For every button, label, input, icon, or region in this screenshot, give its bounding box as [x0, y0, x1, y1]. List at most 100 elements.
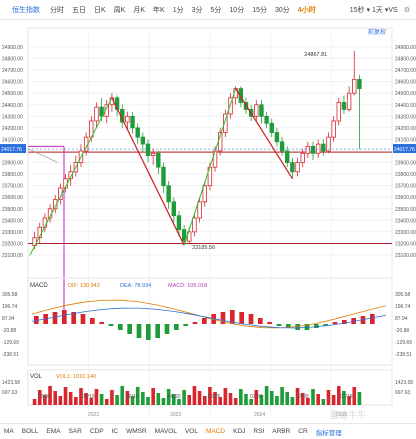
interval-tab[interactable]: 周K: [113, 6, 126, 14]
interval-tab[interactable]: 10分: [229, 6, 245, 14]
y-tick-left: 24400.00: [2, 103, 23, 109]
volume-bar: [74, 397, 78, 405]
volume-bar: [32, 399, 37, 405]
candle-body: [300, 152, 305, 163]
candle-body: [140, 136, 146, 145]
indicator-tab[interactable]: KDJ: [233, 428, 246, 435]
candle-body: [310, 145, 316, 154]
volume-bar: [233, 398, 238, 405]
y-tick-right: 24900.00: [395, 45, 416, 51]
indicator-tab[interactable]: SAR: [68, 428, 82, 435]
volume-bar: [275, 396, 279, 405]
kline-chart-svg[interactable]: 24900.00 24900.00 24800.00 24800.00 24700.00…: [0, 20, 416, 420]
restore-dropdown[interactable]: 前复权: [368, 28, 386, 36]
volume-bar: [177, 399, 181, 405]
macd-y-tick-right: -238.51: [395, 352, 412, 358]
index-name[interactable]: 恒生指数: [12, 6, 40, 14]
y-tick-left: 24200.00: [2, 126, 23, 132]
macd-histogram-bar: [192, 322, 198, 324]
volume-bar: [182, 390, 186, 405]
indicator-tab[interactable]: MACD: [205, 428, 226, 435]
y-tick-right: 23200.00: [395, 241, 416, 247]
indicator-manage-link[interactable]: 指标管理: [315, 429, 342, 437]
macd-histogram-bar: [276, 324, 282, 326]
x-date-label: 06/26: [208, 394, 221, 400]
indicator-tab[interactable]: RSI: [253, 428, 265, 435]
indicator-tab[interactable]: MAVOL: [154, 428, 177, 435]
volume-bar: [218, 397, 223, 405]
indicator-tab[interactable]: EMA: [46, 428, 61, 435]
volume-bar: [326, 390, 331, 405]
volume-bar: [357, 392, 362, 405]
interval-tab[interactable]: 3分: [191, 6, 203, 14]
x-date-label: 06/16: [126, 394, 139, 400]
y-tick-right: 24400.00: [395, 103, 416, 109]
settings-icon[interactable]: ⚙: [403, 7, 410, 14]
last-price-left: 24017.76: [1, 147, 22, 153]
volume-bar: [58, 396, 63, 405]
y-tick-right: 24700.00: [395, 68, 416, 74]
volume-bar: [306, 398, 310, 405]
compare-button[interactable]: VS: [388, 6, 398, 14]
volume-bar: [223, 388, 228, 405]
x-year-label: 2024: [254, 412, 265, 418]
macd-histogram-bar: [230, 310, 235, 324]
y-tick-right: 24100.00: [395, 137, 416, 143]
interval-tab[interactable]: 1分: [172, 6, 184, 14]
candle-body: [156, 152, 161, 168]
chart-area[interactable]: 24900.00 24900.00 24800.00 24800.00 24700.00…: [0, 20, 416, 420]
volume-bar: [156, 393, 161, 405]
vol-y-tick-left: 697.63: [2, 390, 18, 396]
macd-histogram-bar: [211, 314, 216, 324]
x-year-label: 2025: [336, 412, 347, 418]
interval-tab[interactable]: 月K: [133, 6, 146, 14]
indicator-tab[interactable]: CDP: [89, 428, 104, 435]
indicator-tab[interactable]: VOL: [184, 428, 198, 435]
volume-bar: [130, 396, 135, 405]
y-tick-right: 24200.00: [395, 126, 416, 132]
interval-tab[interactable]: 4小时: [297, 6, 316, 14]
interval-tab[interactable]: 五日: [72, 6, 86, 14]
zigzag-down-1: [111, 97, 185, 246]
candle-body: [145, 143, 151, 157]
indicator-tab[interactable]: ARBR: [272, 428, 291, 435]
indicator-tab[interactable]: IC: [111, 428, 119, 435]
macd-histogram-bar: [90, 318, 95, 324]
y-tick-right: 23700.00: [395, 184, 416, 190]
indicator-tab[interactable]: CR: [298, 428, 308, 435]
vol-name: VOL: [30, 374, 43, 380]
toolbar-select[interactable]: 15秒 ▾: [349, 7, 371, 14]
candle-body: [135, 127, 140, 138]
interval-tab[interactable]: 日K: [94, 6, 106, 14]
interval-tab[interactable]: 年K: [153, 6, 165, 14]
volume-bar: [110, 390, 114, 405]
volume-bar: [290, 397, 295, 405]
last-price-right: 24017.76: [394, 147, 415, 153]
macd-y-tick-left: 305.58: [2, 292, 18, 298]
indicator-bar: MA BOLL EMA SAR CDP IC WMSR MAVOL VOL MACD KDJ RSI A…: [0, 423, 416, 439]
candle-body: [274, 132, 280, 143]
interval-tab[interactable]: 5分: [210, 6, 222, 14]
y-tick-right: 23600.00: [395, 195, 416, 201]
y-tick-left: 23200.00: [2, 241, 23, 247]
macd-histogram-bar: [183, 324, 188, 326]
x-year-label: 2022: [88, 412, 99, 418]
y-tick-left: 24300.00: [2, 114, 23, 120]
y-tick-left: 23600.00: [2, 195, 23, 201]
volume-bar: [249, 399, 253, 405]
toolbar-select[interactable]: 1天 ▾: [372, 7, 389, 14]
volume-bar: [115, 395, 119, 405]
candle-body: [295, 162, 300, 173]
indicator-tab[interactable]: BOLL: [21, 428, 39, 435]
volume-bar: [37, 390, 42, 405]
macd-histogram-bar: [146, 324, 151, 340]
candle-body: [279, 141, 285, 152]
indicator-tab[interactable]: MA: [4, 428, 14, 435]
macd-histogram-bar: [248, 314, 254, 324]
candle-body: [285, 150, 290, 163]
interval-tab[interactable]: 15分: [252, 6, 267, 14]
indicator-tab[interactable]: WMSR: [126, 428, 147, 435]
interval-tab[interactable]: 30分: [275, 6, 290, 14]
interval-tab[interactable]: 分时: [50, 6, 64, 14]
candle-body: [202, 185, 207, 203]
